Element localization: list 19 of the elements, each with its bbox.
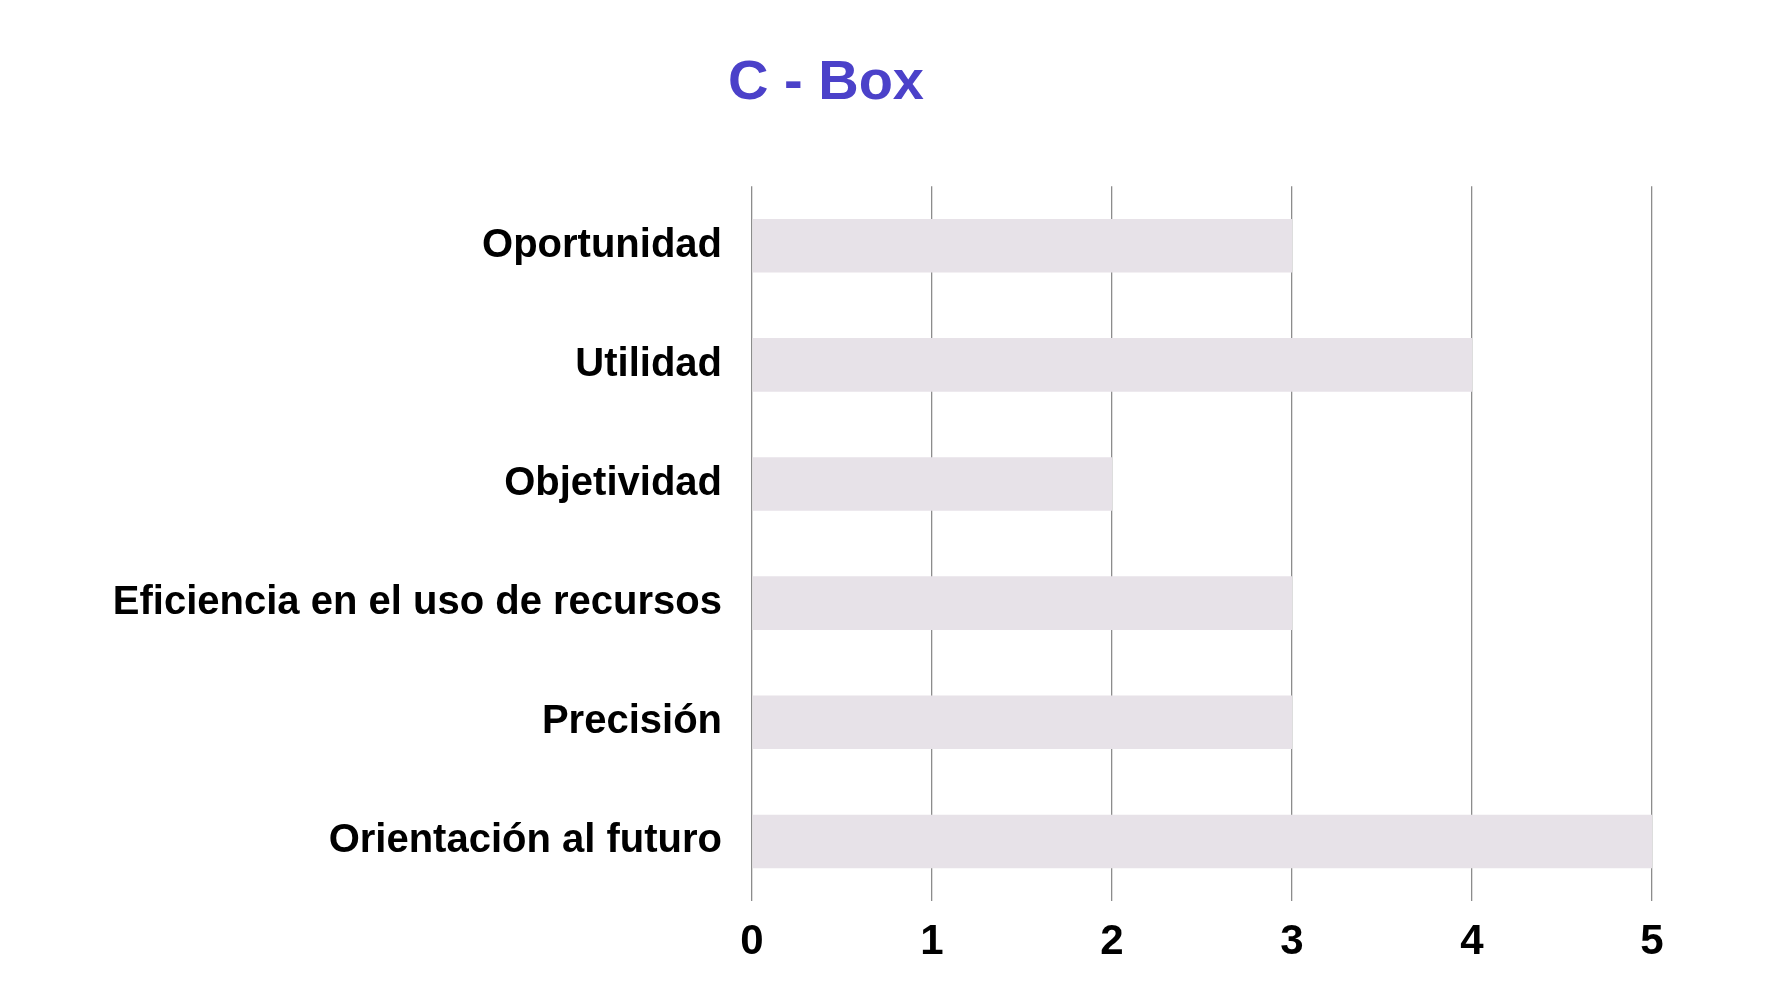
x-tick-label: 2: [1100, 915, 1124, 963]
bar: [752, 695, 1292, 750]
y-tick-label: Utilidad: [575, 339, 722, 384]
y-tick-label: Eficiencia en el uso de recursos: [112, 578, 722, 623]
bar: [752, 218, 1292, 273]
y-tick-label: Objetividad: [504, 459, 722, 504]
y-tick-label: Oportunidad: [482, 220, 722, 265]
bar: [752, 338, 1472, 392]
y-tick-label: Orientación al futuro: [328, 816, 722, 861]
chart-title: C - Box: [728, 48, 924, 112]
x-tick-label: 0: [740, 915, 764, 963]
y-tick-label: Precisión: [541, 697, 722, 742]
bar: [752, 814, 1652, 869]
x-tick-label: 4: [1460, 915, 1485, 963]
x-tick-label: 3: [1280, 915, 1304, 963]
x-tick-label: 1: [920, 915, 944, 963]
bar: [752, 576, 1292, 630]
bar: [752, 457, 1112, 511]
x-tick-label: 5: [1640, 915, 1664, 963]
